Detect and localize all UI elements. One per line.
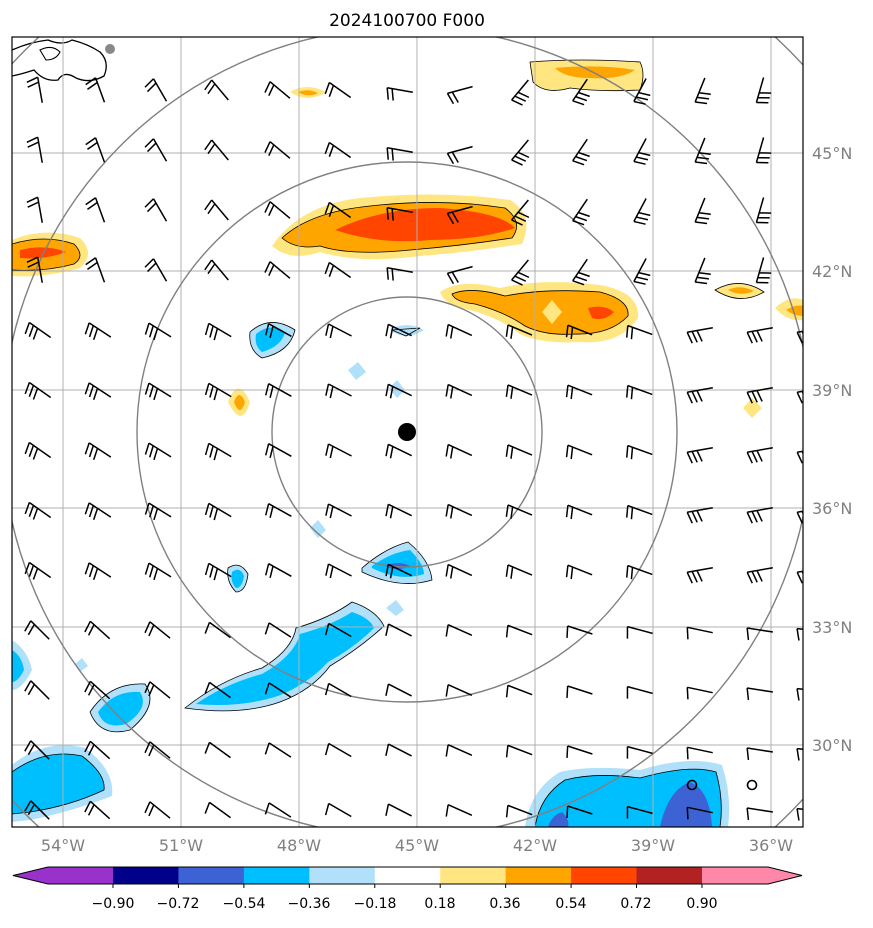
colorbar-tick-label: 0.72 <box>620 896 651 912</box>
colorbar-swatch <box>637 867 703 884</box>
wind-barb <box>808 77 822 103</box>
lat-label: 33°N <box>812 618 852 637</box>
chart-title: 2024100700 F000 <box>329 11 485 31</box>
center-marker <box>398 423 416 441</box>
colorbar-tick-label: 0.36 <box>489 896 520 912</box>
lat-label: 42°N <box>812 262 852 281</box>
colorbar-tick-label: 0.90 <box>686 896 717 912</box>
lon-labels: 54°W 51°W 48°W 45°W 42°W 39°W 36°W <box>41 836 793 855</box>
colorbar-swatch <box>13 867 113 884</box>
lat-label: 39°N <box>812 381 852 400</box>
colorbar-swatch <box>506 867 572 884</box>
lat-label: 30°N <box>812 736 852 755</box>
colorbar-tick-label: −0.54 <box>223 896 266 912</box>
lon-label: 39°W <box>631 836 675 855</box>
colorbar-swatch <box>571 867 637 884</box>
colorbar-swatch <box>244 867 310 884</box>
lon-label: 51°W <box>159 836 203 855</box>
colorbar-tick-label: −0.18 <box>354 896 397 912</box>
lat-label: 36°N <box>812 499 852 518</box>
colorbar-tick-label: −0.72 <box>157 896 200 912</box>
colorbar-swatch <box>440 867 506 884</box>
colorbar-swatch <box>309 867 375 884</box>
lon-label: 48°W <box>277 836 321 855</box>
colorbar-swatch <box>113 867 179 884</box>
colorbar-tick-label: 0.54 <box>555 896 586 912</box>
lat-labels: 45°N 42°N 39°N 36°N 33°N 30°N <box>812 144 852 755</box>
colorbar-tick-label: −0.90 <box>92 896 135 912</box>
colorbar-tick-label: −0.36 <box>288 896 331 912</box>
wind-barb <box>808 197 822 223</box>
lon-label: 45°W <box>395 836 439 855</box>
colorbar-swatch <box>702 867 802 884</box>
lat-label: 45°N <box>812 144 852 163</box>
colorbar-labels: −0.90 −0.72 −0.54 −0.36 −0.18 0.18 0.36 … <box>92 896 718 912</box>
colorbar-swatch <box>178 867 244 884</box>
colorbar-tick-label: 0.18 <box>424 896 455 912</box>
colorbar <box>13 867 802 888</box>
colorbar-swatch <box>375 867 441 884</box>
lon-label: 42°W <box>513 836 557 855</box>
lon-label: 54°W <box>41 836 85 855</box>
lon-label: 36°W <box>749 836 793 855</box>
